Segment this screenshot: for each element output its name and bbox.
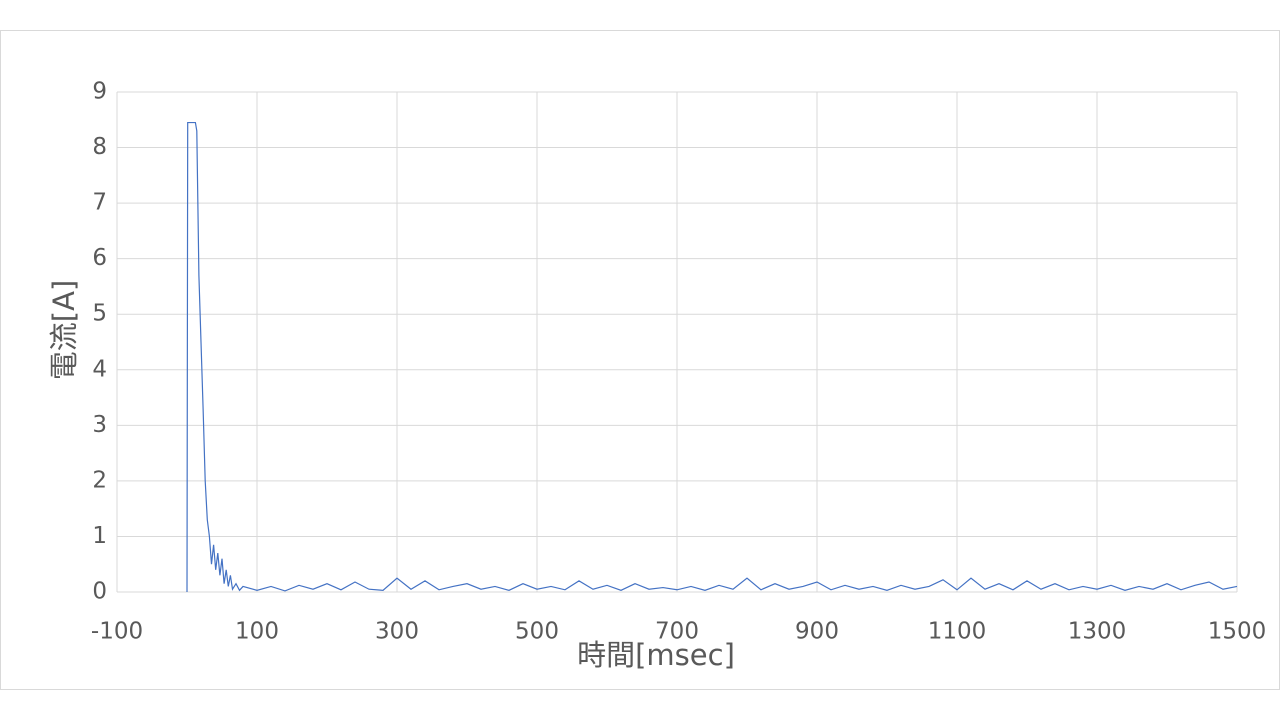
y-tick-label: 1 <box>92 523 107 549</box>
x-tick-label: 1300 <box>1068 619 1127 645</box>
x-tick-label: 900 <box>795 619 839 645</box>
y-tick-label: 2 <box>92 467 107 493</box>
x-tick-label: 1100 <box>928 619 987 645</box>
x-tick-label: 700 <box>655 619 699 645</box>
y-axis-title: 電流[A] <box>47 280 81 380</box>
x-tick-label: 100 <box>235 619 279 645</box>
x-axis-title: 時間[msec] <box>577 638 735 672</box>
y-tick-label: 6 <box>92 245 107 271</box>
y-tick-label: 7 <box>92 190 107 216</box>
y-tick-label: 4 <box>92 356 107 382</box>
x-tick-label: -100 <box>91 619 143 645</box>
y-tick-label: 3 <box>92 412 107 438</box>
x-tick-label: 500 <box>515 619 559 645</box>
x-tick-label: 300 <box>375 619 419 645</box>
y-tick-label: 5 <box>92 301 107 327</box>
y-tick-label: 9 <box>92 79 107 105</box>
y-tick-label: 8 <box>92 134 107 160</box>
chart-frame <box>0 30 1280 690</box>
x-tick-label: 1500 <box>1208 619 1267 645</box>
y-tick-label: 0 <box>92 579 107 605</box>
data-line <box>186 121 1238 593</box>
